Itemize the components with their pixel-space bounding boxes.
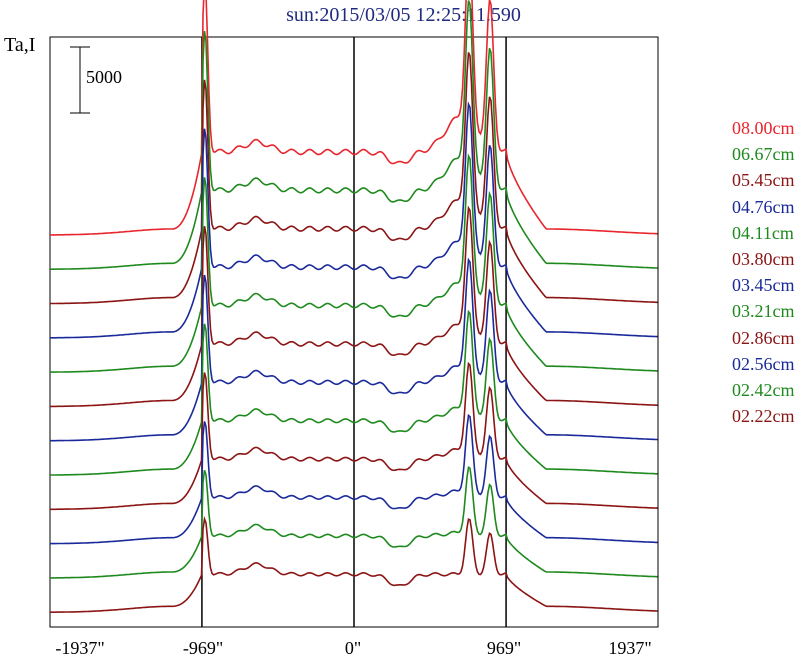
- series-line: [50, 205, 658, 408]
- series-line: [50, 52, 658, 305]
- scale-bar: [70, 46, 90, 114]
- legend-entry: 04.76cm: [732, 196, 795, 217]
- x-tick-label: -969": [182, 638, 224, 658]
- series-line: [50, 361, 658, 511]
- chart-title: sun:2015/03/05 12:25:11.590: [286, 4, 521, 26]
- series-line: [50, 309, 658, 476]
- series-line: [50, 465, 658, 579]
- series-line: [50, 153, 658, 373]
- y-axis-label: Ta,I: [4, 34, 36, 56]
- legend-entry: 08.00cm: [732, 118, 795, 138]
- legend-entry: 02.86cm: [732, 327, 795, 348]
- legend-entry: 03.80cm: [732, 249, 795, 269]
- series-line: [50, 0, 658, 236]
- legend-entry: 06.67cm: [732, 144, 795, 165]
- series-line: [50, 101, 658, 339]
- x-tick-label: 969": [486, 638, 522, 658]
- legend-entry: 04.11cm: [732, 222, 794, 243]
- legend-entry: 03.45cm: [732, 275, 795, 296]
- x-tick-label: 0": [344, 638, 362, 658]
- series-line: [50, 515, 658, 613]
- series-line: [50, 257, 658, 442]
- legend-entry: 02.56cm: [732, 353, 795, 374]
- series-line: [50, 413, 658, 545]
- legend-entry: 03.21cm: [732, 301, 795, 322]
- legend-entry: 02.42cm: [732, 380, 795, 400]
- x-tick-label: 1937": [608, 638, 652, 658]
- legend-entry: 05.45cm: [732, 170, 795, 191]
- legend-entry: 02.22cm: [732, 406, 795, 427]
- scale-bar-label: 5000: [86, 67, 122, 87]
- series-line: [50, 0, 658, 270]
- x-tick-label: -1937": [55, 638, 105, 658]
